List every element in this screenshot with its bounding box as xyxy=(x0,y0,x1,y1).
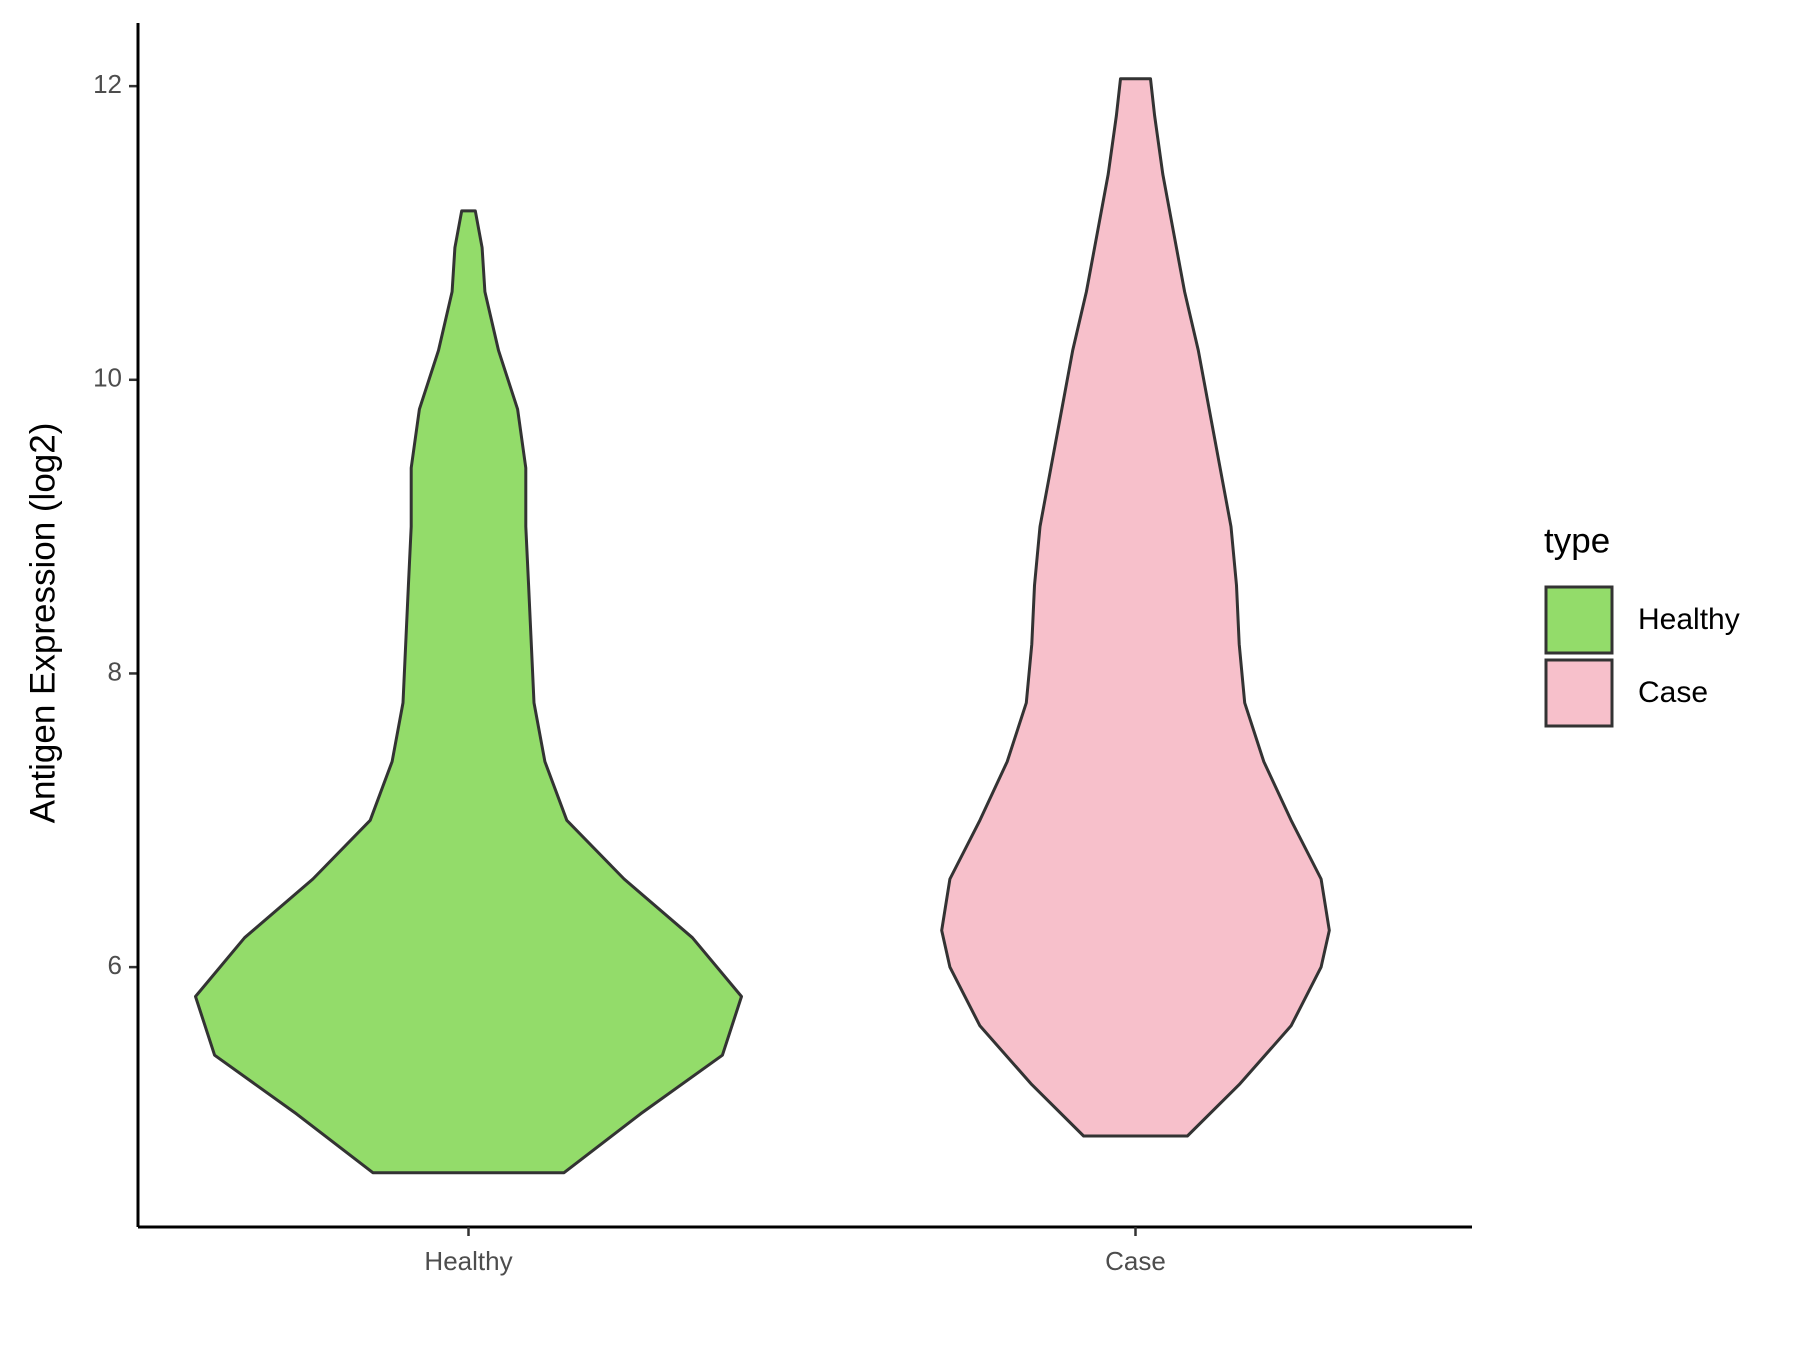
violin xyxy=(194,209,743,1175)
x-tick-label: Healthy xyxy=(424,1246,512,1276)
y-tick-label: 8 xyxy=(108,656,122,686)
y-tick-label: 12 xyxy=(93,69,122,99)
y-axis-title: Antigen Expression (log2) xyxy=(23,423,62,824)
legend-title: type xyxy=(1544,521,1610,560)
legend-label: Case xyxy=(1638,676,1708,709)
x-tick-label: Case xyxy=(1105,1246,1166,1276)
legend-swatch xyxy=(1544,658,1614,728)
y-tick-label: 6 xyxy=(108,950,122,980)
legend-label: Healthy xyxy=(1638,603,1740,636)
violin xyxy=(940,77,1331,1138)
y-tick-label: 10 xyxy=(93,363,122,393)
legend-swatch xyxy=(1544,585,1614,655)
